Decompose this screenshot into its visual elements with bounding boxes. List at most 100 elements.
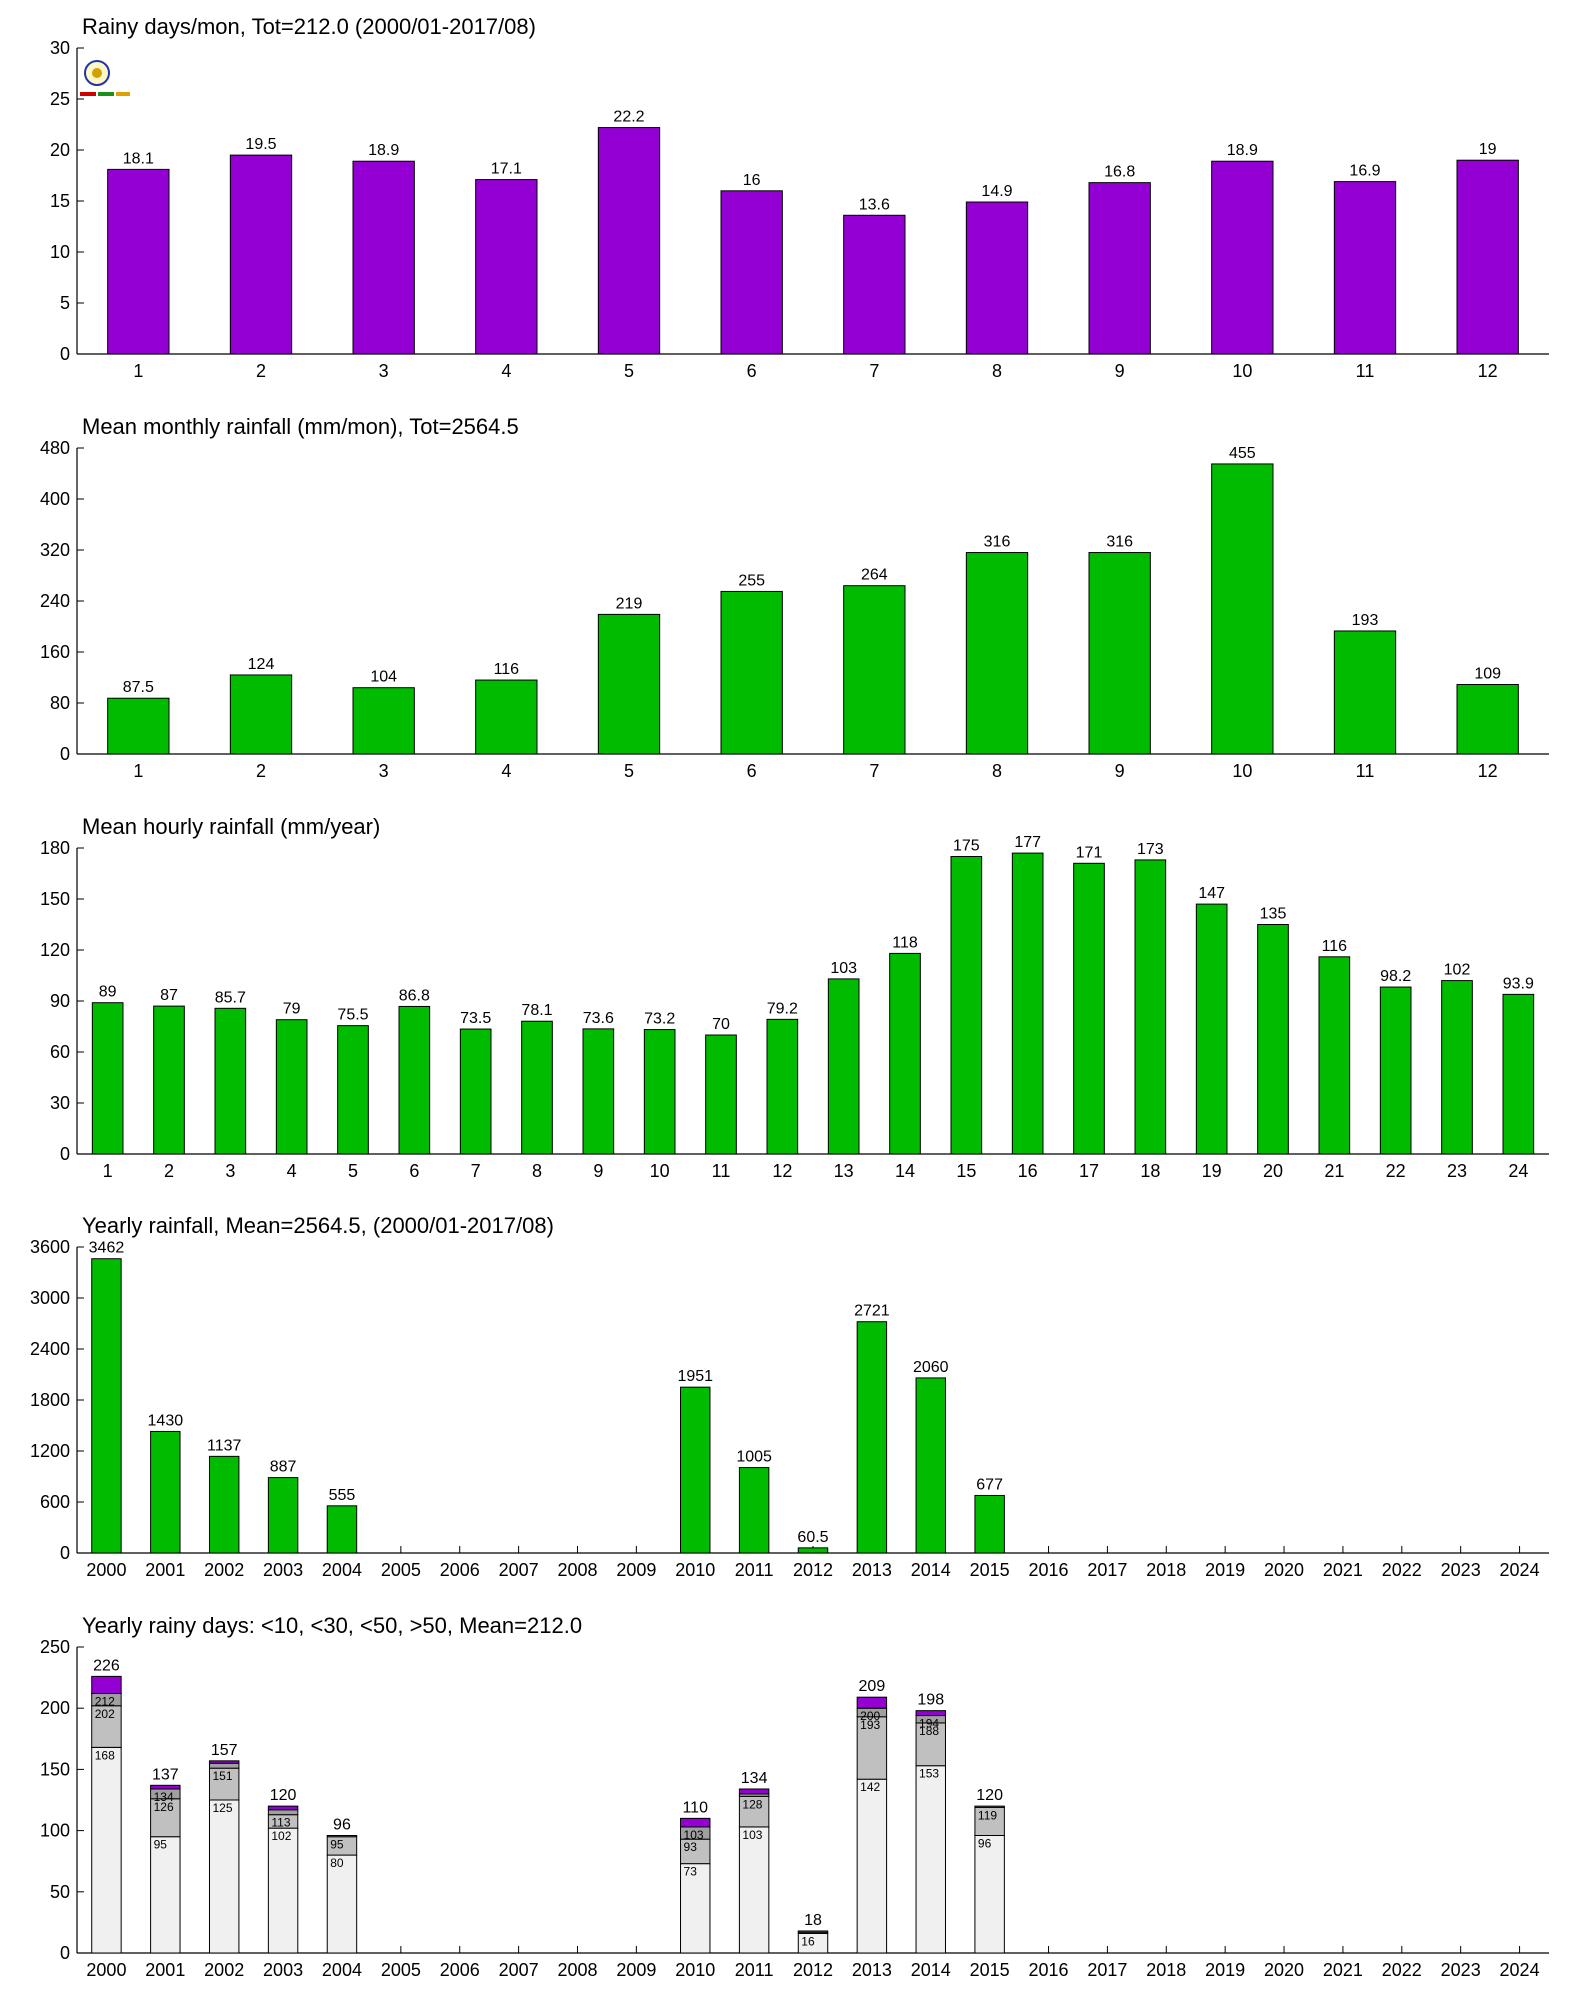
- total-label: 110: [682, 1799, 708, 1816]
- bar: [797, 1547, 829, 1554]
- x-tick-label: 5: [624, 761, 634, 781]
- logo-bar-yellow: [116, 92, 130, 96]
- stack-segment: [680, 1838, 711, 1865]
- segment-label: 103: [742, 1828, 762, 1842]
- data-label: 316: [984, 534, 1011, 551]
- x-tick-label: 16: [1018, 1161, 1038, 1181]
- bar: [1318, 956, 1351, 1155]
- x-tick-label: 18: [1140, 1161, 1160, 1181]
- bar: [843, 585, 906, 755]
- x-tick-label: 2015: [970, 1560, 1010, 1580]
- x-tick-label: 2020: [1264, 1960, 1304, 1980]
- y-tick-label: 25: [50, 89, 70, 109]
- segment-label: 103: [684, 1828, 704, 1842]
- bar: [475, 179, 538, 355]
- logo-center: [92, 68, 102, 78]
- data-label: 16.8: [1104, 164, 1135, 181]
- data-label: 1430: [148, 1412, 184, 1429]
- stack-segment: [267, 1827, 299, 1954]
- total-label: 120: [270, 1787, 297, 1804]
- segment-label: 193: [860, 1718, 880, 1732]
- bar: [1088, 552, 1151, 755]
- total-label: 198: [917, 1692, 944, 1709]
- x-tick-label: 2014: [911, 1960, 951, 1980]
- data-label: 19.5: [245, 136, 276, 153]
- x-tick-label: 2002: [204, 1560, 244, 1580]
- data-label: 104: [370, 669, 397, 686]
- x-tick-label: 2007: [499, 1960, 539, 1980]
- x-tick-label: 2024: [1500, 1560, 1540, 1580]
- chart-title: Mean monthly rainfall (mm/mon), Tot=2564…: [82, 414, 519, 439]
- segment-label: 93: [684, 1840, 698, 1854]
- x-tick-label: 2000: [86, 1960, 126, 1980]
- segment-label: 194: [919, 1717, 939, 1731]
- stack-segment: [208, 1760, 240, 1764]
- bar: [1211, 160, 1274, 355]
- bar: [889, 952, 921, 1155]
- data-label: 14.9: [981, 183, 1012, 200]
- bar: [643, 1029, 676, 1155]
- y-tick-label: 480: [40, 438, 70, 458]
- y-tick-label: 2400: [30, 1339, 70, 1359]
- bar: [738, 1467, 770, 1554]
- x-tick-label: 8: [532, 1161, 542, 1181]
- chart-5: 0 50 100 150 200 250 2000 2001 2002 2003 2004 2005 2…: [40, 1613, 1549, 1980]
- bar: [352, 687, 415, 755]
- data-label: 193: [1352, 612, 1379, 629]
- bar: [398, 1005, 431, 1155]
- x-tick-label: 6: [747, 761, 757, 781]
- segment-label: 142: [860, 1780, 880, 1794]
- bar: [582, 1028, 615, 1155]
- stack-segment: [150, 1784, 181, 1790]
- x-tick-label: 21: [1324, 1161, 1344, 1181]
- x-tick-label: 2006: [440, 1560, 480, 1580]
- y-tick-label: 3000: [30, 1288, 70, 1308]
- bar: [153, 1005, 185, 1155]
- data-label: 98.2: [1380, 968, 1411, 985]
- x-tick-label: 2020: [1264, 1560, 1304, 1580]
- stack-segment: [91, 1746, 122, 1954]
- x-tick-label: 2017: [1087, 1960, 1127, 1980]
- data-label: 177: [1014, 834, 1041, 851]
- bar: [214, 1007, 247, 1155]
- data-label: 118: [892, 934, 918, 951]
- x-tick-label: 12: [1478, 361, 1498, 381]
- x-tick-label: 7: [869, 361, 879, 381]
- x-tick-label: 11: [1356, 761, 1375, 781]
- y-tick-label: 240: [40, 591, 70, 611]
- x-tick-label: 2014: [911, 1560, 951, 1580]
- total-label: 137: [152, 1766, 179, 1783]
- x-tick-label: 10: [650, 1161, 670, 1181]
- data-label: 86.8: [399, 987, 430, 1004]
- x-tick-label: 20: [1263, 1161, 1283, 1181]
- y-tick-label: 180: [40, 838, 70, 858]
- bar: [267, 1477, 299, 1554]
- x-tick-label: 6: [747, 361, 757, 381]
- x-tick-label: 2023: [1441, 1560, 1481, 1580]
- stack-segment: [974, 1805, 1005, 1808]
- stack-segment: [208, 1799, 240, 1954]
- x-tick-label: 5: [624, 361, 634, 381]
- x-tick-label: 2008: [557, 1960, 597, 1980]
- total-label: 157: [211, 1742, 238, 1759]
- chart-4: 0 600 1200 1800 2400 3000 3600 2000 2001 2002 2003…: [30, 1213, 1549, 1580]
- data-label: 78.1: [521, 1002, 552, 1019]
- data-label: 13.6: [859, 196, 890, 213]
- bar: [475, 679, 538, 755]
- x-tick-label: 2010: [675, 1960, 715, 1980]
- y-tick-label: 150: [40, 889, 70, 909]
- data-label: 70: [712, 1016, 730, 1033]
- bar: [275, 1019, 308, 1155]
- bar: [597, 127, 661, 355]
- bar: [1456, 684, 1519, 755]
- stack-segment: [856, 1696, 888, 1709]
- x-tick-label: 5: [348, 1161, 358, 1181]
- data-label: 19: [1479, 141, 1497, 158]
- bar: [459, 1028, 492, 1155]
- stack-segment: [738, 1826, 770, 1954]
- segment-label: 188: [919, 1724, 939, 1738]
- y-tick-label: 100: [40, 1821, 70, 1841]
- segment-label: 73: [684, 1865, 698, 1879]
